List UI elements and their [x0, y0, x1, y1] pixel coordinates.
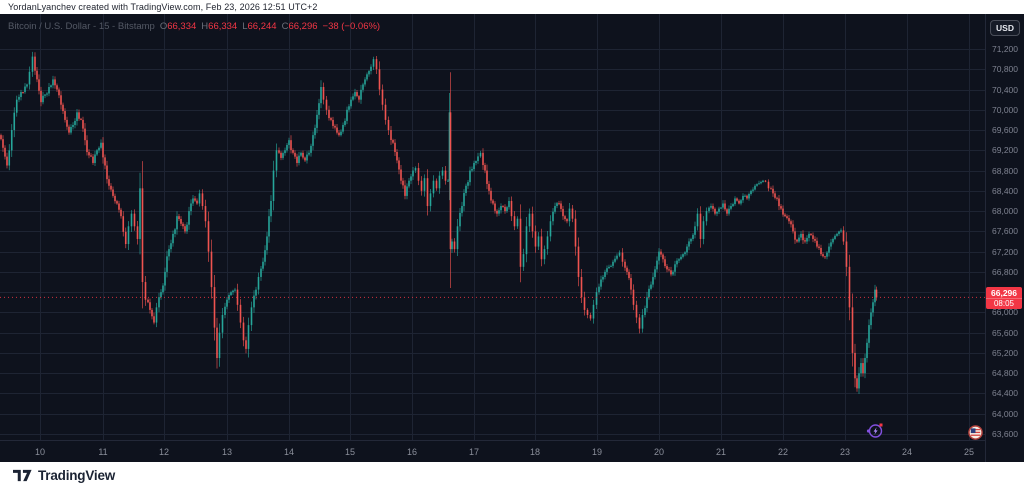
time-tick-15: 15: [344, 447, 356, 457]
chart-legend: Bitcoin / U.S. Dollar - 15 - Bitstamp O66…: [8, 21, 380, 32]
tradingview-logo-icon[interactable]: [13, 468, 32, 483]
bar-countdown: 08:05: [986, 298, 1022, 308]
candlestick-plot-area[interactable]: Bitcoin / U.S. Dollar - 15 - Bitstamp O66…: [0, 14, 985, 462]
time-tick-11: 11: [98, 447, 108, 457]
price-tick-69200: 69,200: [992, 145, 1018, 156]
us-flag-icon[interactable]: [968, 425, 983, 440]
price-tick-70000: 70,000: [992, 104, 1018, 115]
price-tick-64800: 64,800: [992, 368, 1018, 379]
time-tick-16: 16: [406, 447, 418, 457]
open-value: 66,334: [167, 21, 197, 32]
time-tick-24: 24: [901, 447, 913, 457]
price-tick-65200: 65,200: [992, 347, 1018, 358]
price-tick-70800: 70,800: [992, 64, 1018, 75]
symbol-title: Bitcoin / U.S. Dollar - 15 - Bitstamp: [8, 21, 155, 32]
time-tick-10: 10: [34, 447, 46, 457]
time-tick-22: 22: [777, 447, 789, 457]
time-tick-14: 14: [283, 447, 295, 457]
price-tick-66800: 66,800: [992, 266, 1018, 277]
chart-shell: Bitcoin / U.S. Dollar - 15 - Bitstamp O66…: [0, 14, 1024, 462]
attribution-text: YordanLyanchev created with TradingView.…: [0, 0, 1024, 14]
time-tick-13: 13: [221, 447, 233, 457]
time-tick-18: 18: [529, 447, 541, 457]
tradingview-brand-text[interactable]: TradingView: [38, 467, 116, 483]
candlestick-chart[interactable]: [0, 14, 985, 462]
price-tick-65600: 65,600: [992, 327, 1018, 338]
open-label: O: [159, 21, 168, 32]
low-value: 66,244: [247, 21, 277, 32]
time-tick-19: 19: [591, 447, 603, 457]
close-label: C: [281, 21, 289, 32]
footer-bar: TradingView: [0, 462, 1024, 488]
price-tick-63600: 63,600: [992, 429, 1018, 439]
price-tick-71200: 71,200: [992, 44, 1018, 54]
price-tick-64400: 64,400: [992, 388, 1018, 399]
low-label: L: [242, 21, 248, 32]
close-value: 66,296: [288, 21, 318, 32]
last-price-value: 66,296: [991, 288, 1017, 299]
time-tick-17: 17: [468, 447, 480, 457]
price-tick-67600: 67,600: [992, 226, 1018, 237]
price-tick-69600: 69,600: [992, 125, 1018, 136]
high-label: H: [201, 21, 209, 32]
price-tick-68000: 68,000: [992, 206, 1018, 217]
last-price-label: 66,296 08:05: [986, 287, 1022, 310]
price-tick-67200: 67,200: [992, 246, 1018, 257]
change-value: −38 (−0.06%): [322, 21, 381, 32]
price-tick-68800: 68,800: [992, 165, 1018, 176]
price-axis[interactable]: USD 71,200 70,800 70,400 70,000 69,600 69,200…: [985, 14, 1024, 462]
time-tick-12: 12: [158, 447, 170, 457]
high-value: 66,334: [208, 21, 238, 32]
price-tick-64000: 64,000: [992, 408, 1018, 419]
candles-group: [0, 51, 878, 395]
time-tick-20: 20: [653, 447, 665, 457]
price-tick-66000: 66,000: [992, 307, 1018, 318]
time-tick-25: 25: [963, 447, 975, 457]
time-axis-border: [0, 440, 985, 441]
time-tick-21: 21: [715, 447, 727, 457]
price-tick-70400: 70,400: [992, 84, 1018, 95]
time-tick-23: 23: [839, 447, 851, 457]
currency-usd-button[interactable]: USD: [990, 20, 1020, 36]
price-tick-68400: 68,400: [992, 185, 1018, 196]
lightning-event-icon[interactable]: [866, 421, 885, 440]
